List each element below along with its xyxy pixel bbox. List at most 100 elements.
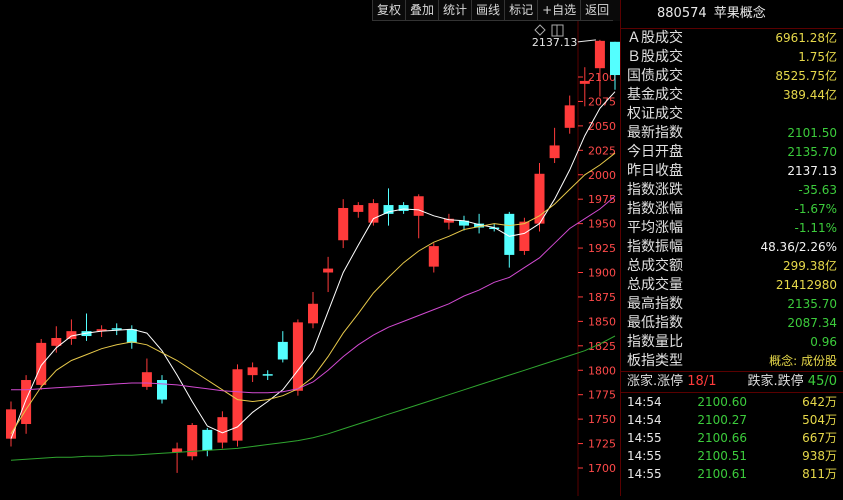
stat-row: 权证成交 xyxy=(621,105,843,124)
candle-body xyxy=(96,329,107,332)
tick-row: 14:55 2100.66 667万 xyxy=(621,429,843,447)
tick-price: 2100.27 xyxy=(697,413,747,427)
stat-value: 21412980 xyxy=(775,278,837,292)
toolbar-button-6[interactable]: 返回 xyxy=(580,0,614,21)
stat-value: 6961.28亿 xyxy=(775,31,837,45)
stat-value: -1.67% xyxy=(794,202,837,216)
tick-price: 2100.61 xyxy=(697,467,747,481)
panel-divider xyxy=(620,0,621,496)
stat-value: 2135.70 xyxy=(787,297,837,311)
stat-row: 指数量比 0.96 xyxy=(621,333,843,352)
candle-body xyxy=(51,337,62,346)
updown-row: 涨家.涨停 18/1 跌家.跌停 45/0 xyxy=(621,371,843,393)
y-tick-label: 1850 xyxy=(588,315,616,328)
stat-label: 指数量比 xyxy=(627,334,683,350)
stat-value: -1.11% xyxy=(794,221,837,235)
moving-average-line xyxy=(10,335,616,461)
stat-row: 指数涨幅 -1.67% xyxy=(621,200,843,219)
high-annotation: 2137.13 xyxy=(532,36,578,49)
stat-value: 概念: 成份股 xyxy=(769,354,837,368)
candle-body xyxy=(157,380,167,400)
toolbar-button-1[interactable]: 叠加 xyxy=(405,0,439,21)
annotation-arrow xyxy=(577,39,596,43)
toolbar-button-0[interactable]: 复权 xyxy=(372,0,406,21)
candle-body xyxy=(262,374,273,376)
stat-value: 2087.34 xyxy=(787,316,837,330)
stat-label: 最低指数 xyxy=(627,315,683,331)
tick-volume: 504万 xyxy=(802,413,837,427)
moving-average-line xyxy=(10,91,616,439)
kline-svg[interactable]: 1700 1725 1750 1775 1800 1825 1850 1875 1900 1925… xyxy=(0,21,620,496)
candle-body xyxy=(519,221,530,251)
stat-row: 总成交额 299.38亿 xyxy=(621,257,843,276)
stat-value: 48.36/2.26% xyxy=(760,240,837,254)
up-value: 18/1 xyxy=(687,374,717,389)
candle-body xyxy=(489,227,500,230)
stat-row: 基金成交 389.44亿 xyxy=(621,86,843,105)
stat-value: 389.44亿 xyxy=(783,88,837,102)
toolbar-button-3[interactable]: 画线 xyxy=(471,0,505,21)
candle-body xyxy=(398,205,409,211)
candle-body xyxy=(126,329,137,343)
stat-row: 国债成交 8525.75亿 xyxy=(621,67,843,86)
candle-body xyxy=(534,173,545,224)
tick-row: 14:54 2100.60 642万 xyxy=(621,393,843,411)
stat-label: 权证成交 xyxy=(627,106,683,122)
down-label: 跌家.跌停 xyxy=(747,374,804,389)
stat-row: 平均涨幅 -1.11% xyxy=(621,219,843,238)
index-name: 苹果概念 xyxy=(713,6,766,21)
stat-value: -35.63 xyxy=(798,183,837,197)
candle-body xyxy=(459,220,469,226)
kline-chart[interactable]: 1700 1725 1750 1775 1800 1825 1850 1875 1900 1925… xyxy=(0,21,620,496)
stat-value: 299.38亿 xyxy=(783,259,837,273)
tick-volume: 811万 xyxy=(802,467,837,481)
candle-body xyxy=(292,322,303,391)
stat-value: 8525.75亿 xyxy=(775,69,837,83)
tick-time: 14:55 xyxy=(627,467,662,481)
toolbar-button-2[interactable]: 统计 xyxy=(438,0,472,21)
candle-body xyxy=(187,424,198,457)
candle-body xyxy=(141,372,152,387)
y-tick-label: 1800 xyxy=(588,364,616,377)
tick-row: 14:55 2100.51 938万 xyxy=(621,447,843,465)
candle-body xyxy=(217,417,228,443)
candle-body xyxy=(353,205,364,212)
candle-body xyxy=(66,331,77,339)
candle-body xyxy=(443,218,454,223)
candle-body xyxy=(579,80,590,84)
y-tick-label: 1750 xyxy=(588,413,616,426)
stat-label: Ａ股成交 xyxy=(627,30,683,46)
y-tick-label: 1950 xyxy=(588,218,616,231)
diamond-icon[interactable] xyxy=(534,24,546,36)
stat-label: 最高指数 xyxy=(627,296,683,312)
tick-price: 2100.60 xyxy=(697,395,747,409)
stat-row: 昨日收盘 2137.13 xyxy=(621,162,843,181)
y-tick-label: 1975 xyxy=(588,193,616,206)
stat-row: 最新指数 2101.50 xyxy=(621,124,843,143)
stat-row: 指数振幅 48.36/2.26% xyxy=(621,238,843,257)
stat-label: Ｂ股成交 xyxy=(627,49,683,65)
candle-body xyxy=(564,105,575,128)
candle-body xyxy=(202,429,213,451)
candle-body xyxy=(308,303,318,324)
candle-body xyxy=(36,342,47,385)
candle-body xyxy=(232,369,243,441)
stat-label: 指数振幅 xyxy=(627,239,683,255)
toolbar: 复权 叠加 统计 画线 标记 +自选 返回 xyxy=(372,0,620,21)
stat-row: 总成交量 21412980 xyxy=(621,276,843,295)
tick-list: 14:54 2100.60 642万 14:54 2100.27 504万 14:55 210… xyxy=(621,393,843,483)
y-tick-label: 1875 xyxy=(588,291,616,304)
tick-price: 2100.66 xyxy=(697,431,747,445)
up-label: 涨家.涨停 xyxy=(627,374,684,389)
tick-volume: 667万 xyxy=(802,431,837,445)
tick-time: 14:55 xyxy=(627,431,662,445)
candle-body xyxy=(21,380,32,425)
stat-label: 今日开盘 xyxy=(627,144,683,160)
candle-body xyxy=(474,223,485,228)
stat-row: Ａ股成交 6961.28亿 xyxy=(621,29,843,48)
panel-title: 880574 苹果概念 xyxy=(621,0,843,29)
y-tick-label: 1900 xyxy=(588,267,616,280)
toolbar-button-5[interactable]: +自选 xyxy=(537,0,581,21)
toolbar-button-4[interactable]: 标记 xyxy=(504,0,538,21)
chart-corner-icons[interactable] xyxy=(534,24,564,37)
